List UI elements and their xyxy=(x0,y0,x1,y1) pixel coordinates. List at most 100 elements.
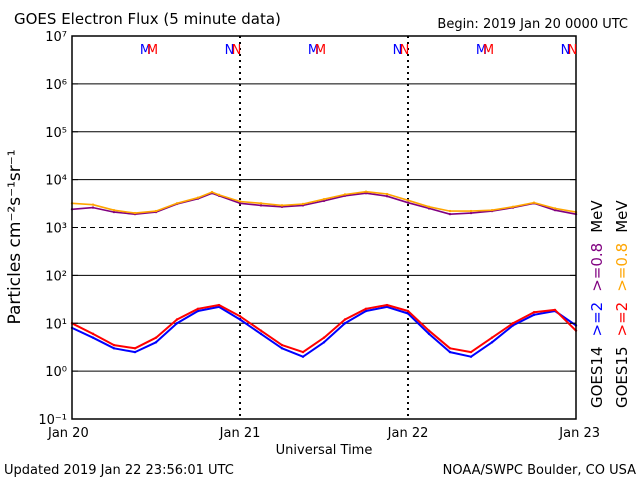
data-point xyxy=(133,350,137,354)
data-point xyxy=(259,329,263,332)
data-point xyxy=(364,307,368,311)
tick-layer: 10⁻¹ 10⁰ 10¹ 10² 10³ 10⁴ 10⁵ 10⁶ 10⁷ Jan 20 Jan 21… xyxy=(38,30,600,441)
data-point xyxy=(112,210,116,214)
day-marker: M xyxy=(483,43,494,58)
data-point xyxy=(385,303,389,307)
series-layer xyxy=(70,190,578,358)
legend-entry: >=2 xyxy=(613,302,631,337)
data-point xyxy=(259,202,263,205)
y-tick-label: 10⁴ xyxy=(45,174,67,189)
data-point xyxy=(490,208,494,212)
grid-layer xyxy=(72,36,576,419)
y-tick-label: 10⁵ xyxy=(45,126,67,141)
data-point xyxy=(322,336,326,339)
day-marker: M xyxy=(308,43,319,58)
data-point xyxy=(406,201,410,204)
data-point xyxy=(91,332,95,336)
data-point xyxy=(91,203,95,206)
y-axis-label: Particles cm⁻²s⁻¹sr⁻¹ xyxy=(5,149,25,324)
data-point xyxy=(469,355,473,358)
y-tick-label: 10⁰ xyxy=(45,365,67,380)
legend-entry: >=0.8 xyxy=(613,243,631,292)
series-line xyxy=(71,190,577,214)
data-point xyxy=(217,193,221,197)
begin-label: Begin: 2019 Jan 20 0000 UTC xyxy=(437,17,628,32)
legend-text: GOES15 >=2 >=0.8 MeV xyxy=(613,200,631,408)
data-point xyxy=(322,199,326,203)
legend-entry: GOES14 xyxy=(588,346,606,408)
data-point xyxy=(448,209,452,213)
data-point xyxy=(133,211,137,215)
data-point xyxy=(280,204,284,207)
data-point xyxy=(301,355,305,358)
legend-entry: MeV xyxy=(613,200,631,233)
data-point xyxy=(385,195,389,198)
data-point xyxy=(427,329,431,332)
data-point xyxy=(91,336,95,339)
data-point xyxy=(511,205,515,209)
data-point xyxy=(133,347,137,350)
data-point xyxy=(406,309,410,313)
data-point xyxy=(553,207,557,210)
day-marker: M xyxy=(140,43,151,58)
y-tick-label: 10¹ xyxy=(45,317,67,332)
data-point xyxy=(532,313,536,317)
data-point xyxy=(112,343,116,347)
data-point xyxy=(91,206,95,209)
data-point xyxy=(469,211,473,215)
series-line xyxy=(71,304,577,354)
data-point xyxy=(448,347,452,350)
day-marker: N xyxy=(232,43,242,58)
data-point xyxy=(238,318,242,321)
data-point xyxy=(343,193,347,196)
data-point xyxy=(427,332,431,336)
data-point xyxy=(427,205,431,209)
y-tick-label: 10² xyxy=(45,269,67,284)
data-point xyxy=(154,341,158,344)
chart-title: GOES Electron Flux (5 minute data) xyxy=(14,10,281,28)
data-point xyxy=(112,347,116,350)
day-marker: N xyxy=(393,43,403,58)
data-point xyxy=(259,204,263,207)
data-point xyxy=(301,202,305,206)
data-point xyxy=(532,311,536,314)
series-line xyxy=(71,192,577,215)
data-point xyxy=(280,343,284,347)
data-point xyxy=(385,305,389,309)
y-tick-label: 10⁻¹ xyxy=(38,413,67,428)
updated-label: Updated 2019 Jan 22 23:56:01 UTC xyxy=(4,463,234,478)
data-point xyxy=(112,208,116,212)
day-marker: N xyxy=(400,43,410,58)
data-point xyxy=(280,347,284,350)
data-point xyxy=(490,341,494,344)
y-tick-label: 10³ xyxy=(45,222,67,237)
legend-column: GOES14 >=2 >=0.8 MeV xyxy=(588,200,606,408)
data-point xyxy=(511,322,515,325)
data-point xyxy=(175,202,179,205)
data-point xyxy=(364,309,368,313)
data-point xyxy=(343,322,347,325)
legend: GOES14 >=2 >=0.8 MeV GOES15 >=2 >=0.8 MeV xyxy=(588,200,631,408)
x-tick-label: Jan 23 xyxy=(558,426,600,441)
data-point xyxy=(238,315,242,318)
day-marker: M xyxy=(476,43,487,58)
data-point xyxy=(196,309,200,313)
data-point xyxy=(553,208,557,212)
legend-text: GOES14 >=2 >=0.8 MeV xyxy=(588,200,606,408)
day-marker: N xyxy=(225,43,235,58)
data-point xyxy=(385,192,389,196)
y-tick-label: 10⁶ xyxy=(45,78,67,93)
data-point xyxy=(343,318,347,321)
data-point xyxy=(532,201,536,204)
data-point xyxy=(154,336,158,339)
data-point xyxy=(406,199,410,202)
data-point xyxy=(154,209,158,213)
data-point xyxy=(238,202,242,205)
data-point xyxy=(175,318,179,321)
data-point xyxy=(553,308,557,312)
x-tick-label: Jan 21 xyxy=(219,426,261,441)
data-point xyxy=(469,350,473,354)
day-marker: M xyxy=(147,43,158,58)
legend-entry: >=0.8 xyxy=(588,243,606,292)
